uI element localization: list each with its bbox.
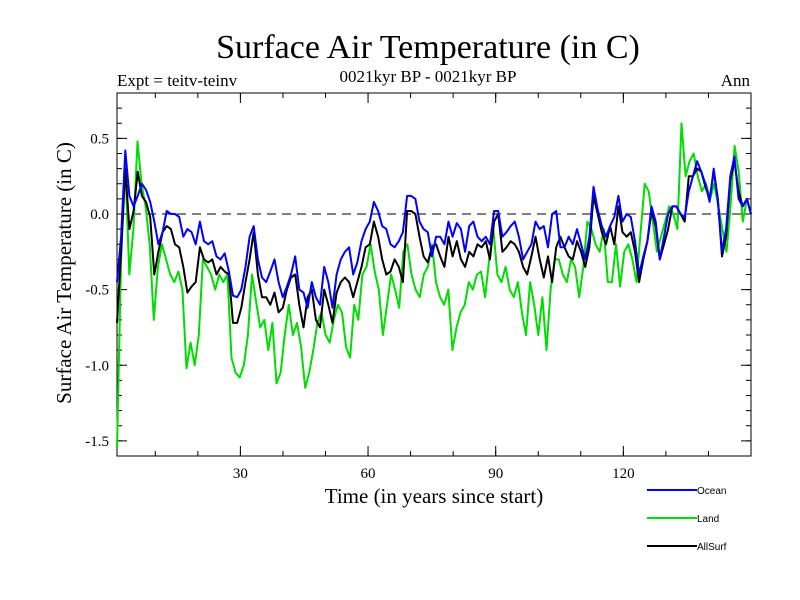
- y-tick-label: -0.5: [85, 283, 109, 299]
- chart-title: Surface Air Temperature (in C): [216, 29, 640, 66]
- experiment-label: Expt = teitv-teinv: [117, 71, 238, 90]
- y-tick-label: 0.5: [90, 131, 109, 147]
- series-line-land: [116, 122, 752, 449]
- series-line-ocean: [116, 149, 752, 309]
- legend: Ocean Land AllSurf: [647, 486, 727, 553]
- x-axis-label: Time (in years since start): [325, 484, 544, 508]
- legend-label-allsurf: AllSurf: [697, 542, 727, 553]
- y-tick-label: -1.5: [85, 434, 109, 450]
- chart-subtitle: 0021kyr BP - 0021kyr BP: [340, 67, 517, 86]
- x-tick-label: 120: [612, 466, 635, 482]
- plot-area: 0.5 0.0 -0.5 -1.0 -1.5 30 60 90 120: [85, 92, 752, 482]
- y-axis-label: Surface Air Temperature (in C): [52, 142, 76, 404]
- x-tick-label: 60: [361, 466, 376, 482]
- x-tick-label: 30: [233, 466, 248, 482]
- x-tick-label: 90: [488, 466, 503, 482]
- y-tick-label: 0.0: [90, 207, 109, 223]
- legend-label-ocean: Ocean: [697, 486, 726, 497]
- y-tick-label: -1.0: [85, 358, 109, 374]
- legend-label-land: Land: [697, 514, 719, 525]
- season-label: Ann: [721, 71, 751, 90]
